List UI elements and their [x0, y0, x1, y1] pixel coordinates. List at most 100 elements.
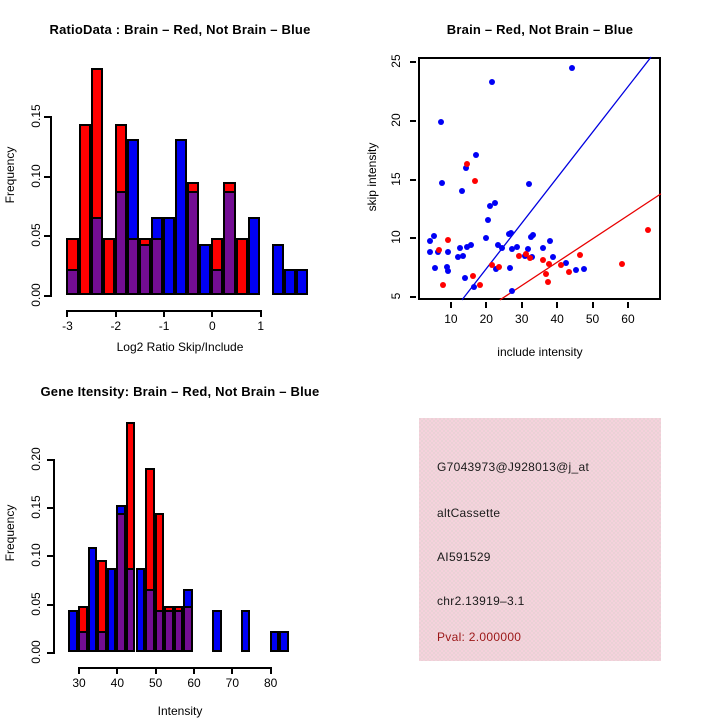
scatter-point — [488, 262, 495, 269]
y-tick-label: 10 — [389, 230, 403, 244]
x-axis-line — [78, 667, 272, 669]
gene-intensity-xlabel: Intensity — [157, 704, 203, 718]
y-axis-tick — [47, 652, 53, 654]
y-tick-label: 0.20 — [29, 446, 43, 471]
scatter-point — [508, 288, 515, 295]
hist-bar — [106, 567, 117, 652]
x-tick-label: 70 — [225, 676, 239, 690]
gene-intensity-histogram-panel: Gene Itensity: Brain – Red, Not Brain – … — [0, 360, 360, 720]
hist-bar — [235, 237, 248, 295]
x-axis-tick — [116, 667, 119, 674]
scatter-point — [572, 267, 579, 274]
y-tick-label: 20 — [389, 113, 403, 127]
hist-bar — [87, 546, 98, 652]
y-axis-tick — [47, 555, 53, 558]
gene-intensity-ylabel: Frequency — [3, 504, 17, 562]
scatter-point — [525, 181, 532, 188]
hist-bar — [199, 243, 212, 295]
y-axis-tick — [47, 603, 53, 606]
gene-intensity-title: Gene Itensity: Brain – Red, Not Brain – … — [40, 384, 320, 399]
ratio-histogram-xlabel: Log2 Ratio Skip/Include — [116, 340, 244, 354]
hist-bar — [175, 138, 188, 295]
scatter-point — [524, 245, 531, 252]
hist-bar — [212, 610, 222, 652]
scatter-point — [439, 282, 446, 289]
x-axis-tick — [193, 667, 195, 674]
x-axis-tick — [626, 302, 629, 308]
scatter-point — [645, 227, 652, 234]
scatter-point — [430, 233, 437, 240]
x-tick-label: 60 — [187, 676, 201, 690]
y-axis-line — [53, 458, 55, 654]
x-axis-tick — [556, 302, 559, 308]
x-axis-tick — [211, 310, 214, 317]
info-line: chr2.13919–3.1 — [437, 594, 525, 608]
scatter-point — [515, 252, 522, 259]
y-tick-label: 0.05 — [29, 223, 43, 247]
scatter-point — [469, 272, 476, 279]
hist-bar — [295, 268, 308, 295]
ratio-histogram-ylabel: Frequency — [3, 146, 17, 204]
scatter-point — [444, 268, 451, 275]
scatter-point — [473, 152, 480, 159]
hist-bar — [269, 630, 280, 652]
scatter-point — [444, 236, 451, 243]
scatter-point — [546, 261, 553, 268]
hist-bar-overlap — [138, 243, 151, 295]
x-axis-tick — [269, 667, 272, 674]
x-axis-tick — [449, 302, 452, 308]
scatter-point — [494, 242, 501, 249]
hist-bar-overlap — [211, 268, 224, 295]
scatter-point — [545, 278, 552, 285]
hist-bar-overlap — [116, 512, 126, 652]
scatter-point — [540, 256, 547, 263]
scatter-title: Brain – Red, Not Brain – Blue — [446, 22, 634, 37]
hist-bar — [283, 268, 296, 295]
scatter-point — [444, 263, 451, 270]
scatter-ylabel: skip intensity — [365, 142, 379, 212]
hist-bar — [279, 630, 289, 652]
scatter-point — [513, 243, 520, 250]
scatter-point — [526, 255, 533, 262]
scatter-point — [527, 234, 534, 241]
y-tick-label: 0.10 — [29, 163, 43, 188]
x-tick-label: -3 — [62, 319, 73, 333]
hist-bar — [78, 124, 91, 295]
x-tick-label: 80 — [263, 676, 278, 690]
y-axis-tick — [410, 237, 416, 240]
x-axis-tick — [231, 667, 234, 674]
scatter-point — [486, 202, 493, 209]
x-tick-label: -1 — [158, 319, 170, 333]
scatter-point — [558, 262, 565, 269]
info-line: Pval: 2.000000 — [437, 630, 522, 644]
x-tick-label: -2 — [110, 319, 122, 333]
scatter-point — [464, 243, 471, 250]
y-axis-tick — [44, 175, 50, 178]
scatter-point — [495, 263, 502, 270]
y-tick-label: 0.00 — [29, 640, 43, 664]
y-axis-tick — [44, 235, 50, 238]
x-axis-tick — [114, 310, 117, 317]
scatter-point — [565, 269, 572, 276]
scatter-point — [432, 264, 438, 271]
scatter-point — [547, 237, 554, 244]
scatter-point — [470, 283, 477, 290]
hist-bar-overlap — [187, 191, 200, 295]
scatter-point — [506, 264, 513, 271]
hist-bar — [247, 217, 260, 295]
scatter-point — [463, 161, 470, 168]
scatter-point — [456, 244, 463, 251]
scatter-point — [463, 164, 470, 171]
scatter-point — [492, 265, 499, 272]
scatter-point — [483, 235, 489, 242]
x-tick-label: 50 — [585, 312, 600, 326]
hist-bar-overlap — [114, 191, 127, 295]
y-tick-label: 0.10 — [29, 543, 43, 567]
ratio-histogram-title: RatioData : Brain – Red, Not Brain – Blu… — [49, 22, 311, 37]
scatter-point — [523, 250, 530, 257]
hist-bar-overlap — [151, 237, 164, 295]
scatter-point — [498, 244, 505, 251]
y-tick-label: 0.05 — [29, 591, 43, 616]
hist-bar-overlap — [154, 610, 165, 652]
scatter-point — [508, 245, 515, 252]
